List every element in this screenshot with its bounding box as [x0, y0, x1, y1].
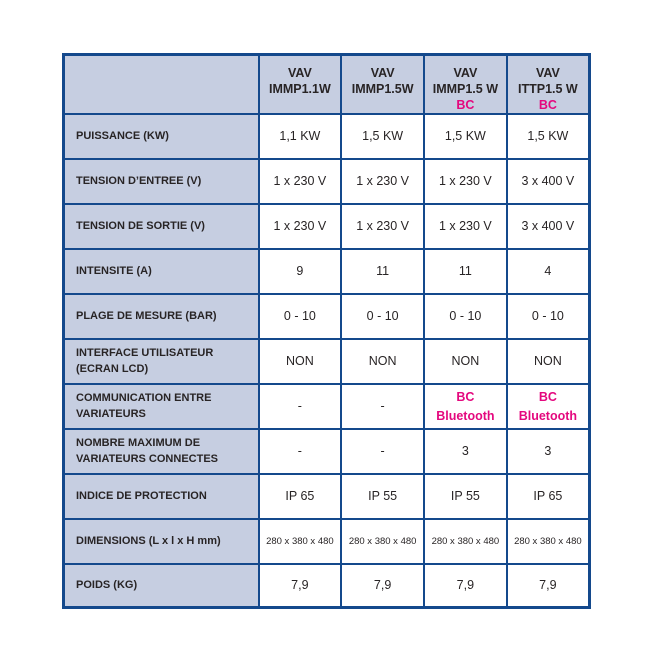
cell: NON	[505, 338, 591, 385]
cell-bc-bluetooth: BC Bluetooth	[505, 383, 591, 430]
cell: 280 x 380 x 480	[257, 518, 343, 565]
cell: 1 x 230 V	[340, 158, 425, 205]
table-row-plage-mesure: PLAGE DE MESURE (BAR) 0 - 10 0 - 10 0 - …	[62, 293, 591, 340]
cell: 9	[257, 248, 343, 295]
cell: 7,9	[340, 563, 425, 608]
column-header-vav-immp1-5w-bc: VAV IMMP1.5 W BC	[423, 53, 508, 115]
column-header-vav-immp1-5w: VAV IMMP1.5W	[340, 53, 425, 115]
cell: 1 x 230 V	[423, 158, 508, 205]
cell: 1,5 KW	[423, 113, 508, 160]
cell: 1,5 KW	[340, 113, 425, 160]
table-row-interface-utilisateur: INTERFACE UTILISATEUR (ECRAN LCD) NON NO…	[62, 338, 591, 385]
row-label: PUISSANCE (KW)	[62, 113, 260, 160]
table-row-tension-entree: TENSION D’ENTREE (V) 1 x 230 V 1 x 230 V…	[62, 158, 591, 205]
row-label: TENSION D’ENTREE (V)	[62, 158, 260, 205]
column-header-vav-ittp1-5w-bc: VAV ITTP1.5 W BC	[505, 53, 591, 115]
cell: NON	[340, 338, 425, 385]
cell: 0 - 10	[340, 293, 425, 340]
table-row-puissance: PUISSANCE (KW) 1,1 KW 1,5 KW 1,5 KW 1,5 …	[62, 113, 591, 160]
row-label: INTERFACE UTILISATEUR (ECRAN LCD)	[62, 338, 260, 385]
cell: -	[257, 428, 343, 475]
row-label: PLAGE DE MESURE (BAR)	[62, 293, 260, 340]
row-label: INTENSITE (A)	[62, 248, 260, 295]
column-model: IMMP1.1W	[268, 82, 331, 96]
cell: IP 55	[423, 473, 508, 520]
column-brand: VAV	[370, 66, 395, 80]
cell: 0 - 10	[257, 293, 343, 340]
cell: 3 x 400 V	[505, 158, 591, 205]
product-comparison-table: VAV IMMP1.1W VAV IMMP1.5W VAV IMMP1.5 W …	[62, 53, 591, 609]
table-row-dimensions: DIMENSIONS (L x l x H mm) 280 x 380 x 48…	[62, 518, 591, 565]
header-row: VAV IMMP1.1W VAV IMMP1.5W VAV IMMP1.5 W …	[62, 53, 591, 115]
cell: 0 - 10	[423, 293, 508, 340]
cell: 11	[340, 248, 425, 295]
row-label: TENSION DE SORTIE (V)	[62, 203, 260, 250]
cell: 3	[423, 428, 508, 475]
row-label: DIMENSIONS (L x l x H mm)	[62, 518, 260, 565]
column-brand: VAV	[535, 66, 560, 80]
cell: NON	[257, 338, 343, 385]
column-model: IMMP1.5 W	[432, 82, 499, 96]
cell: 4	[505, 248, 591, 295]
cell: 280 x 380 x 480	[423, 518, 508, 565]
table-row-indice-protection: INDICE DE PROTECTION IP 65 IP 55 IP 55 I…	[62, 473, 591, 520]
column-model: ITTP1.5 W	[518, 82, 578, 96]
cell: -	[340, 428, 425, 475]
cell: -	[257, 383, 343, 430]
row-label: POIDS (KG)	[62, 563, 260, 608]
column-model: IMMP1.5W	[351, 82, 414, 96]
cell: 280 x 380 x 480	[505, 518, 591, 565]
cell: 1,1 KW	[257, 113, 343, 160]
cell: 7,9	[423, 563, 508, 608]
cell: 1 x 230 V	[257, 158, 343, 205]
row-label: COMMUNICATION ENTRE VARIATEURS	[62, 383, 260, 430]
cell: 3	[505, 428, 591, 475]
cell: IP 65	[505, 473, 591, 520]
corner-cell	[62, 53, 260, 115]
row-label: INDICE DE PROTECTION	[62, 473, 260, 520]
cell: 1 x 230 V	[423, 203, 508, 250]
cell: 1 x 230 V	[257, 203, 343, 250]
cell: 1 x 230 V	[340, 203, 425, 250]
table-row-nombre-maximum: NOMBRE MAXIMUM DE VARIATEURS CONNECTES -…	[62, 428, 591, 475]
table-row-tension-sortie: TENSION DE SORTIE (V) 1 x 230 V 1 x 230 …	[62, 203, 591, 250]
cell: 1,5 KW	[505, 113, 591, 160]
cell: 280 x 380 x 480	[340, 518, 425, 565]
cell: IP 55	[340, 473, 425, 520]
column-brand: VAV	[453, 66, 478, 80]
column-header-vav-immp1-1w: VAV IMMP1.1W	[257, 53, 343, 115]
column-bc-badge: BC	[456, 98, 475, 112]
cell: 3 x 400 V	[505, 203, 591, 250]
table-row-communication: COMMUNICATION ENTRE VARIATEURS - - BC Bl…	[62, 383, 591, 430]
cell: IP 65	[257, 473, 343, 520]
table-row-intensite: INTENSITE (A) 9 11 11 4	[62, 248, 591, 295]
table-row-poids: POIDS (KG) 7,9 7,9 7,9 7,9	[62, 563, 591, 608]
column-brand: VAV	[287, 66, 312, 80]
row-label: NOMBRE MAXIMUM DE VARIATEURS CONNECTES	[62, 428, 260, 475]
cell: 7,9	[257, 563, 343, 608]
cell: NON	[423, 338, 508, 385]
cell: -	[340, 383, 425, 430]
cell-bc-bluetooth: BC Bluetooth	[423, 383, 508, 430]
cell: 7,9	[505, 563, 591, 608]
cell: 11	[423, 248, 508, 295]
cell: 0 - 10	[505, 293, 591, 340]
column-bc-badge: BC	[538, 98, 557, 112]
